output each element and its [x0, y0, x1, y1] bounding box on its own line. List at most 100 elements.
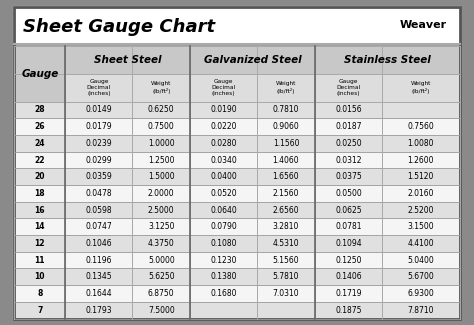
Text: Sheet Gauge Chart: Sheet Gauge Chart [23, 18, 215, 36]
Text: 12: 12 [35, 239, 45, 248]
Bar [14, 252, 65, 268]
Text: Weight
(lb/ft²): Weight (lb/ft²) [151, 81, 172, 94]
Bar [382, 185, 460, 202]
Text: 0.0520: 0.0520 [210, 189, 237, 198]
Bar [132, 185, 190, 202]
Bar [382, 118, 460, 135]
Bar [382, 252, 460, 268]
Text: 1.2500: 1.2500 [148, 156, 174, 164]
Text: 1.4060: 1.4060 [273, 156, 299, 164]
Text: Gauge
Decimal
(inches): Gauge Decimal (inches) [211, 79, 236, 96]
Bar [14, 168, 65, 185]
Bar [14, 268, 65, 285]
Bar [190, 252, 257, 268]
Bar [315, 252, 382, 268]
Text: 7.0310: 7.0310 [273, 289, 299, 298]
Text: 7.5000: 7.5000 [148, 306, 174, 315]
Text: 0.1094: 0.1094 [335, 239, 362, 248]
Text: 5.1560: 5.1560 [273, 256, 299, 265]
Text: 0.0299: 0.0299 [86, 156, 112, 164]
Bar [257, 73, 315, 102]
Text: 2.5000: 2.5000 [148, 206, 174, 214]
Text: 0.1380: 0.1380 [210, 272, 237, 281]
Text: 0.0250: 0.0250 [335, 139, 362, 148]
Bar [65, 102, 132, 118]
Text: 0.1719: 0.1719 [335, 289, 362, 298]
Bar [190, 268, 257, 285]
Bar [14, 285, 65, 302]
Text: 0.0747: 0.0747 [85, 222, 112, 231]
Text: 0.7810: 0.7810 [273, 106, 299, 114]
Text: Weaver: Weaver [399, 20, 447, 30]
Text: Gauge: Gauge [21, 69, 58, 79]
Text: 20: 20 [35, 172, 45, 181]
Bar [382, 152, 460, 168]
Bar [14, 152, 65, 168]
Bar [65, 118, 132, 135]
Text: 5.0400: 5.0400 [408, 256, 434, 265]
Text: 4.5310: 4.5310 [273, 239, 299, 248]
Bar [315, 218, 382, 235]
Text: 7: 7 [37, 306, 43, 315]
Text: 1.0080: 1.0080 [408, 139, 434, 148]
Text: 0.7560: 0.7560 [408, 122, 434, 131]
Text: 0.0400: 0.0400 [210, 172, 237, 181]
Bar [257, 285, 315, 302]
Bar [382, 135, 460, 152]
Bar [315, 102, 382, 118]
Bar [65, 235, 132, 252]
Text: 2.0000: 2.0000 [148, 189, 174, 198]
Bar [315, 285, 382, 302]
Bar [65, 285, 132, 302]
Bar [315, 73, 382, 102]
Bar [257, 268, 315, 285]
Bar [132, 73, 190, 102]
Bar [257, 235, 315, 252]
Text: 0.0340: 0.0340 [210, 156, 237, 164]
Text: 18: 18 [35, 189, 45, 198]
Text: 4.3750: 4.3750 [148, 239, 174, 248]
Bar [382, 302, 460, 318]
Text: 0.0478: 0.0478 [86, 189, 112, 198]
Bar [65, 268, 132, 285]
Bar [190, 118, 257, 135]
Bar [315, 268, 382, 285]
Text: 3.1250: 3.1250 [148, 222, 174, 231]
Bar [65, 302, 132, 318]
Bar [132, 152, 190, 168]
Text: 4.4100: 4.4100 [408, 239, 434, 248]
Bar [14, 302, 65, 318]
Bar [315, 168, 382, 185]
Bar [315, 185, 382, 202]
Bar [315, 118, 382, 135]
Text: 0.0375: 0.0375 [335, 172, 362, 181]
Text: 0.0187: 0.0187 [335, 122, 362, 131]
Bar [190, 185, 257, 202]
Text: 0.1080: 0.1080 [210, 239, 237, 248]
Bar [257, 152, 315, 168]
Text: 1.6560: 1.6560 [273, 172, 299, 181]
Text: 11: 11 [35, 256, 45, 265]
Text: 0.0312: 0.0312 [335, 156, 362, 164]
Bar [132, 168, 190, 185]
Text: 1.0000: 1.0000 [148, 139, 174, 148]
Text: 0.0220: 0.0220 [210, 122, 237, 131]
Text: 0.0280: 0.0280 [210, 139, 237, 148]
Bar [14, 102, 65, 118]
Text: 0.0239: 0.0239 [86, 139, 112, 148]
Bar [382, 235, 460, 252]
Bar [257, 202, 315, 218]
Text: 0.6250: 0.6250 [148, 106, 174, 114]
Bar [65, 185, 132, 202]
Bar [65, 218, 132, 235]
Bar [65, 73, 132, 102]
Bar [65, 135, 132, 152]
Bar [132, 235, 190, 252]
Bar [315, 235, 382, 252]
Text: 5.7810: 5.7810 [273, 272, 299, 281]
Text: 0.0790: 0.0790 [210, 222, 237, 231]
Text: 16: 16 [35, 206, 45, 214]
Text: 6.8750: 6.8750 [148, 289, 174, 298]
Bar [382, 102, 460, 118]
Text: 3.2810: 3.2810 [273, 222, 299, 231]
